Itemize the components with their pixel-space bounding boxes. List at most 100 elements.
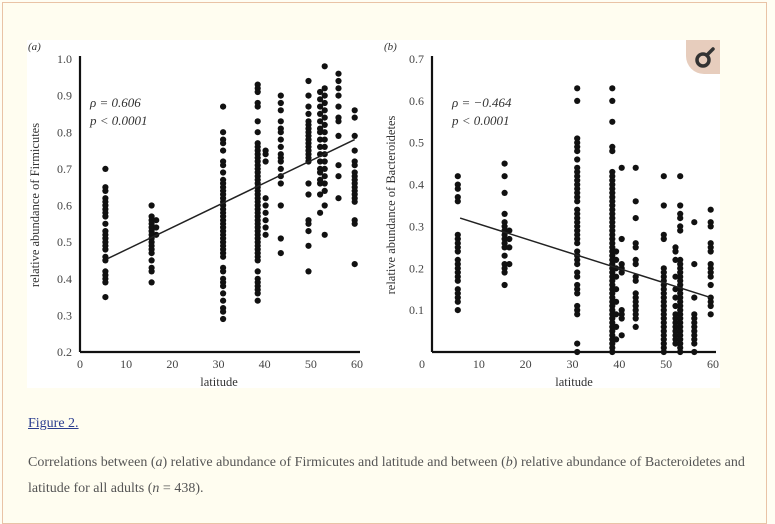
data-point xyxy=(351,198,358,205)
data-point xyxy=(613,298,620,305)
data-point xyxy=(220,162,227,169)
data-point xyxy=(220,129,227,136)
data-point xyxy=(632,198,639,205)
data-point xyxy=(220,103,227,110)
data-point xyxy=(707,302,714,310)
data-point xyxy=(305,220,312,227)
data-point xyxy=(574,240,581,247)
data-point xyxy=(277,202,284,209)
data-point xyxy=(102,294,109,301)
data-point xyxy=(351,147,358,154)
data-point xyxy=(506,244,513,251)
y-tick-label: 0.9 xyxy=(57,89,72,103)
data-point xyxy=(351,162,358,169)
zoom-button[interactable] xyxy=(686,40,720,74)
data-point xyxy=(317,143,324,150)
data-point xyxy=(574,198,581,205)
data-point xyxy=(102,246,109,253)
data-point xyxy=(317,180,324,187)
data-point xyxy=(501,189,508,196)
data-point xyxy=(501,244,508,251)
data-point xyxy=(660,173,667,180)
data-point xyxy=(220,147,227,154)
data-point xyxy=(506,235,513,243)
data-point xyxy=(220,297,227,304)
data-point xyxy=(618,315,625,322)
y-tick-label: 0.7 xyxy=(409,52,424,66)
y-tick-label: 0.6 xyxy=(57,199,72,213)
data-point xyxy=(335,195,342,202)
data-point xyxy=(262,209,269,216)
data-point xyxy=(262,151,269,158)
data-point xyxy=(153,217,160,224)
data-point xyxy=(660,202,667,209)
x-tick-label: 10 xyxy=(473,357,485,371)
data-point xyxy=(277,158,284,165)
data-point xyxy=(321,187,328,194)
data-point xyxy=(317,191,324,198)
data-point xyxy=(574,97,581,104)
data-point xyxy=(677,202,684,209)
data-point xyxy=(454,298,461,305)
panel-label: (a) xyxy=(28,41,41,53)
data-point xyxy=(707,311,714,318)
data-point xyxy=(148,279,155,286)
data-point xyxy=(574,340,581,347)
caption-text: n xyxy=(152,481,160,496)
data-point xyxy=(632,261,639,268)
data-point xyxy=(254,297,261,304)
data-point xyxy=(351,220,358,227)
data-point xyxy=(574,156,581,163)
data-point xyxy=(501,173,508,180)
data-point xyxy=(277,165,284,172)
figure-link[interactable]: Figure 2. xyxy=(28,416,79,431)
data-point xyxy=(277,235,284,242)
data-point xyxy=(277,129,284,136)
data-point xyxy=(672,273,679,280)
data-point xyxy=(506,261,513,268)
x-tick-label: 30 xyxy=(213,357,225,371)
data-point xyxy=(317,88,324,96)
data-point xyxy=(321,99,328,107)
data-point xyxy=(691,261,698,268)
data-point xyxy=(305,242,312,249)
data-point xyxy=(672,340,679,347)
data-point xyxy=(335,92,342,99)
data-point xyxy=(321,129,328,136)
data-point xyxy=(613,286,620,293)
data-point xyxy=(707,206,714,213)
data-point xyxy=(632,164,639,171)
data-point xyxy=(677,227,684,234)
x-tick-label: 50 xyxy=(305,357,317,371)
y-tick-label: 0.5 xyxy=(57,235,72,249)
data-point xyxy=(321,107,328,114)
data-point xyxy=(672,256,679,263)
data-point xyxy=(501,160,508,167)
data-point xyxy=(335,132,342,139)
data-point xyxy=(454,277,461,284)
data-point xyxy=(335,103,342,110)
x-tick-label: 60 xyxy=(351,357,363,371)
data-point xyxy=(317,96,324,103)
data-point xyxy=(672,302,679,310)
data-point xyxy=(632,323,639,330)
data-point xyxy=(321,202,328,209)
data-point xyxy=(305,110,312,117)
data-point xyxy=(220,308,227,315)
data-point xyxy=(220,140,227,147)
caption-text: ) relative abundance of Bacteroidetes an… xyxy=(28,455,745,496)
data-point xyxy=(454,248,461,255)
data-point xyxy=(220,290,227,297)
data-point xyxy=(254,268,261,275)
caption-text: = 438). xyxy=(159,481,204,496)
data-point xyxy=(335,162,342,169)
data-point xyxy=(335,77,342,85)
data-point xyxy=(305,268,312,275)
data-point xyxy=(277,107,284,114)
data-point xyxy=(660,235,667,243)
caption-text: a xyxy=(155,455,163,470)
data-point xyxy=(321,173,328,180)
data-point xyxy=(317,103,324,110)
trend-line xyxy=(459,217,711,299)
caption-text: ) relative abundance of Firmicutes and l… xyxy=(162,455,506,470)
